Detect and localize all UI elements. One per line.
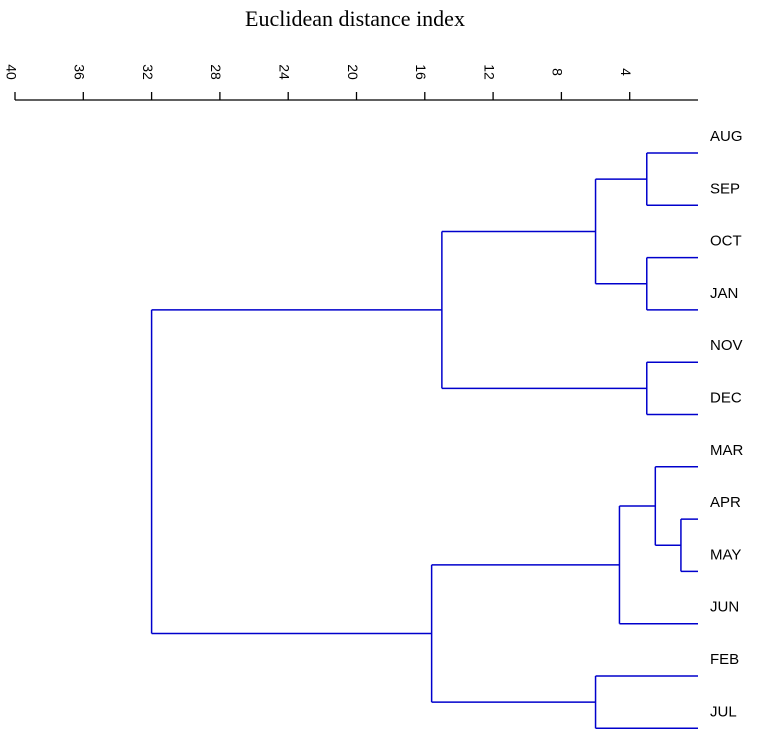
axis-tick-label: 12 bbox=[481, 64, 497, 80]
chart-title: Euclidean distance index bbox=[245, 6, 465, 31]
axis-tick-label: 8 bbox=[550, 68, 566, 76]
leaf-label: SEP bbox=[710, 180, 740, 197]
leaf-label: DEC bbox=[710, 389, 742, 406]
axis-tick-label: 32 bbox=[140, 64, 156, 80]
axis-ticks: 40 36 32 28 24 20 16 12 8 4 bbox=[3, 64, 634, 100]
leaf-label: NOV bbox=[710, 337, 743, 354]
axis-tick-label: 4 bbox=[618, 68, 634, 76]
leaf-labels: AUG SEP OCT JAN NOV DEC MAR APR MAY JUN FEB JUL bbox=[710, 128, 744, 720]
axis-tick-label: 28 bbox=[208, 64, 224, 80]
axis-tick-label: 36 bbox=[72, 64, 88, 80]
leaf-label: MAR bbox=[710, 442, 744, 459]
leaf-label: JUL bbox=[710, 703, 737, 720]
axis-tick-label: 24 bbox=[276, 64, 292, 80]
leaf-label: JAN bbox=[710, 285, 738, 302]
dendrogram-branches bbox=[150, 152, 698, 730]
leaf-label: APR bbox=[710, 494, 741, 511]
axis-tick-label: 20 bbox=[345, 64, 361, 80]
axis-tick-label: 16 bbox=[413, 64, 429, 80]
axis-tick-label: 40 bbox=[3, 64, 19, 80]
leaf-label: FEB bbox=[710, 651, 739, 668]
leaf-label: JUN bbox=[710, 599, 739, 616]
leaf-label: MAY bbox=[710, 546, 741, 563]
leaf-label: AUG bbox=[710, 128, 743, 145]
leaf-label: OCT bbox=[710, 233, 742, 250]
